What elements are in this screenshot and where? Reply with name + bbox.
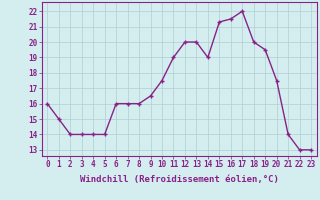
X-axis label: Windchill (Refroidissement éolien,°C): Windchill (Refroidissement éolien,°C): [80, 175, 279, 184]
